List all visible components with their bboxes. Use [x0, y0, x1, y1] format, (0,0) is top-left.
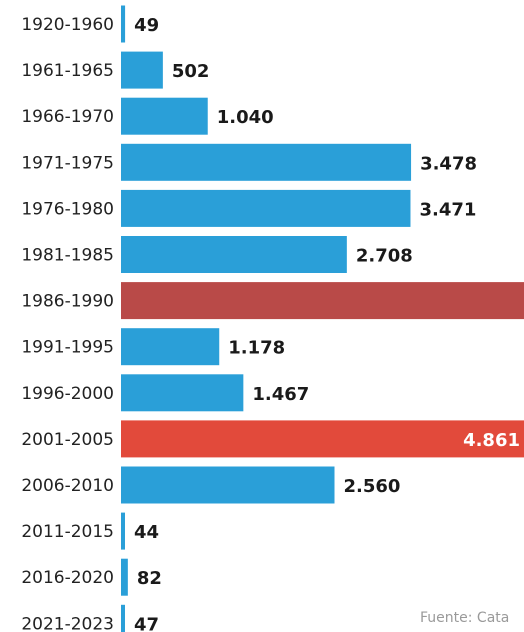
value-label: 49 [134, 15, 159, 36]
value-label: 47 [134, 614, 159, 632]
value-label: 3.478 [420, 153, 477, 174]
bar [121, 51, 163, 89]
source-note: Fuente: Cata [420, 610, 510, 626]
bar [121, 466, 335, 504]
category-label: 1966-1970 [21, 107, 114, 127]
category-label: 2021-2023 [21, 614, 114, 632]
category-label: 1971-1975 [21, 153, 114, 173]
category-label: 1986-1990 [21, 292, 114, 312]
bar [121, 420, 524, 458]
value-label: 1.467 [252, 384, 309, 405]
value-label: 1.040 [217, 107, 274, 128]
category-label: 2001-2005 [21, 430, 114, 450]
bar [121, 5, 126, 43]
value-label: 4.861 [463, 430, 520, 451]
bar [121, 328, 220, 366]
bar [121, 604, 125, 632]
bar [121, 97, 208, 135]
bar [121, 282, 524, 320]
category-label: 1976-1980 [21, 199, 114, 219]
category-label: 1996-2000 [21, 384, 114, 404]
value-label: 82 [137, 568, 162, 589]
category-label: 2006-2010 [21, 476, 114, 496]
category-label: 1961-1965 [21, 61, 114, 81]
category-label: 1991-1995 [21, 338, 114, 358]
category-label: 2011-2015 [21, 522, 114, 542]
value-label: 1.178 [228, 338, 285, 359]
bar [121, 512, 125, 550]
bar [121, 189, 411, 227]
value-label: 44 [134, 522, 159, 543]
value-label: 3.471 [419, 199, 476, 220]
bar [121, 143, 412, 181]
bar [121, 558, 128, 596]
category-label: 1981-1985 [21, 246, 114, 266]
category-label: 2016-2020 [21, 568, 114, 588]
value-label: 502 [172, 61, 210, 82]
value-label: 2.708 [356, 246, 413, 267]
bar [121, 236, 347, 273]
category-label: 1920-1960 [21, 15, 114, 35]
bar [121, 374, 244, 412]
value-label: 2.560 [344, 476, 401, 497]
